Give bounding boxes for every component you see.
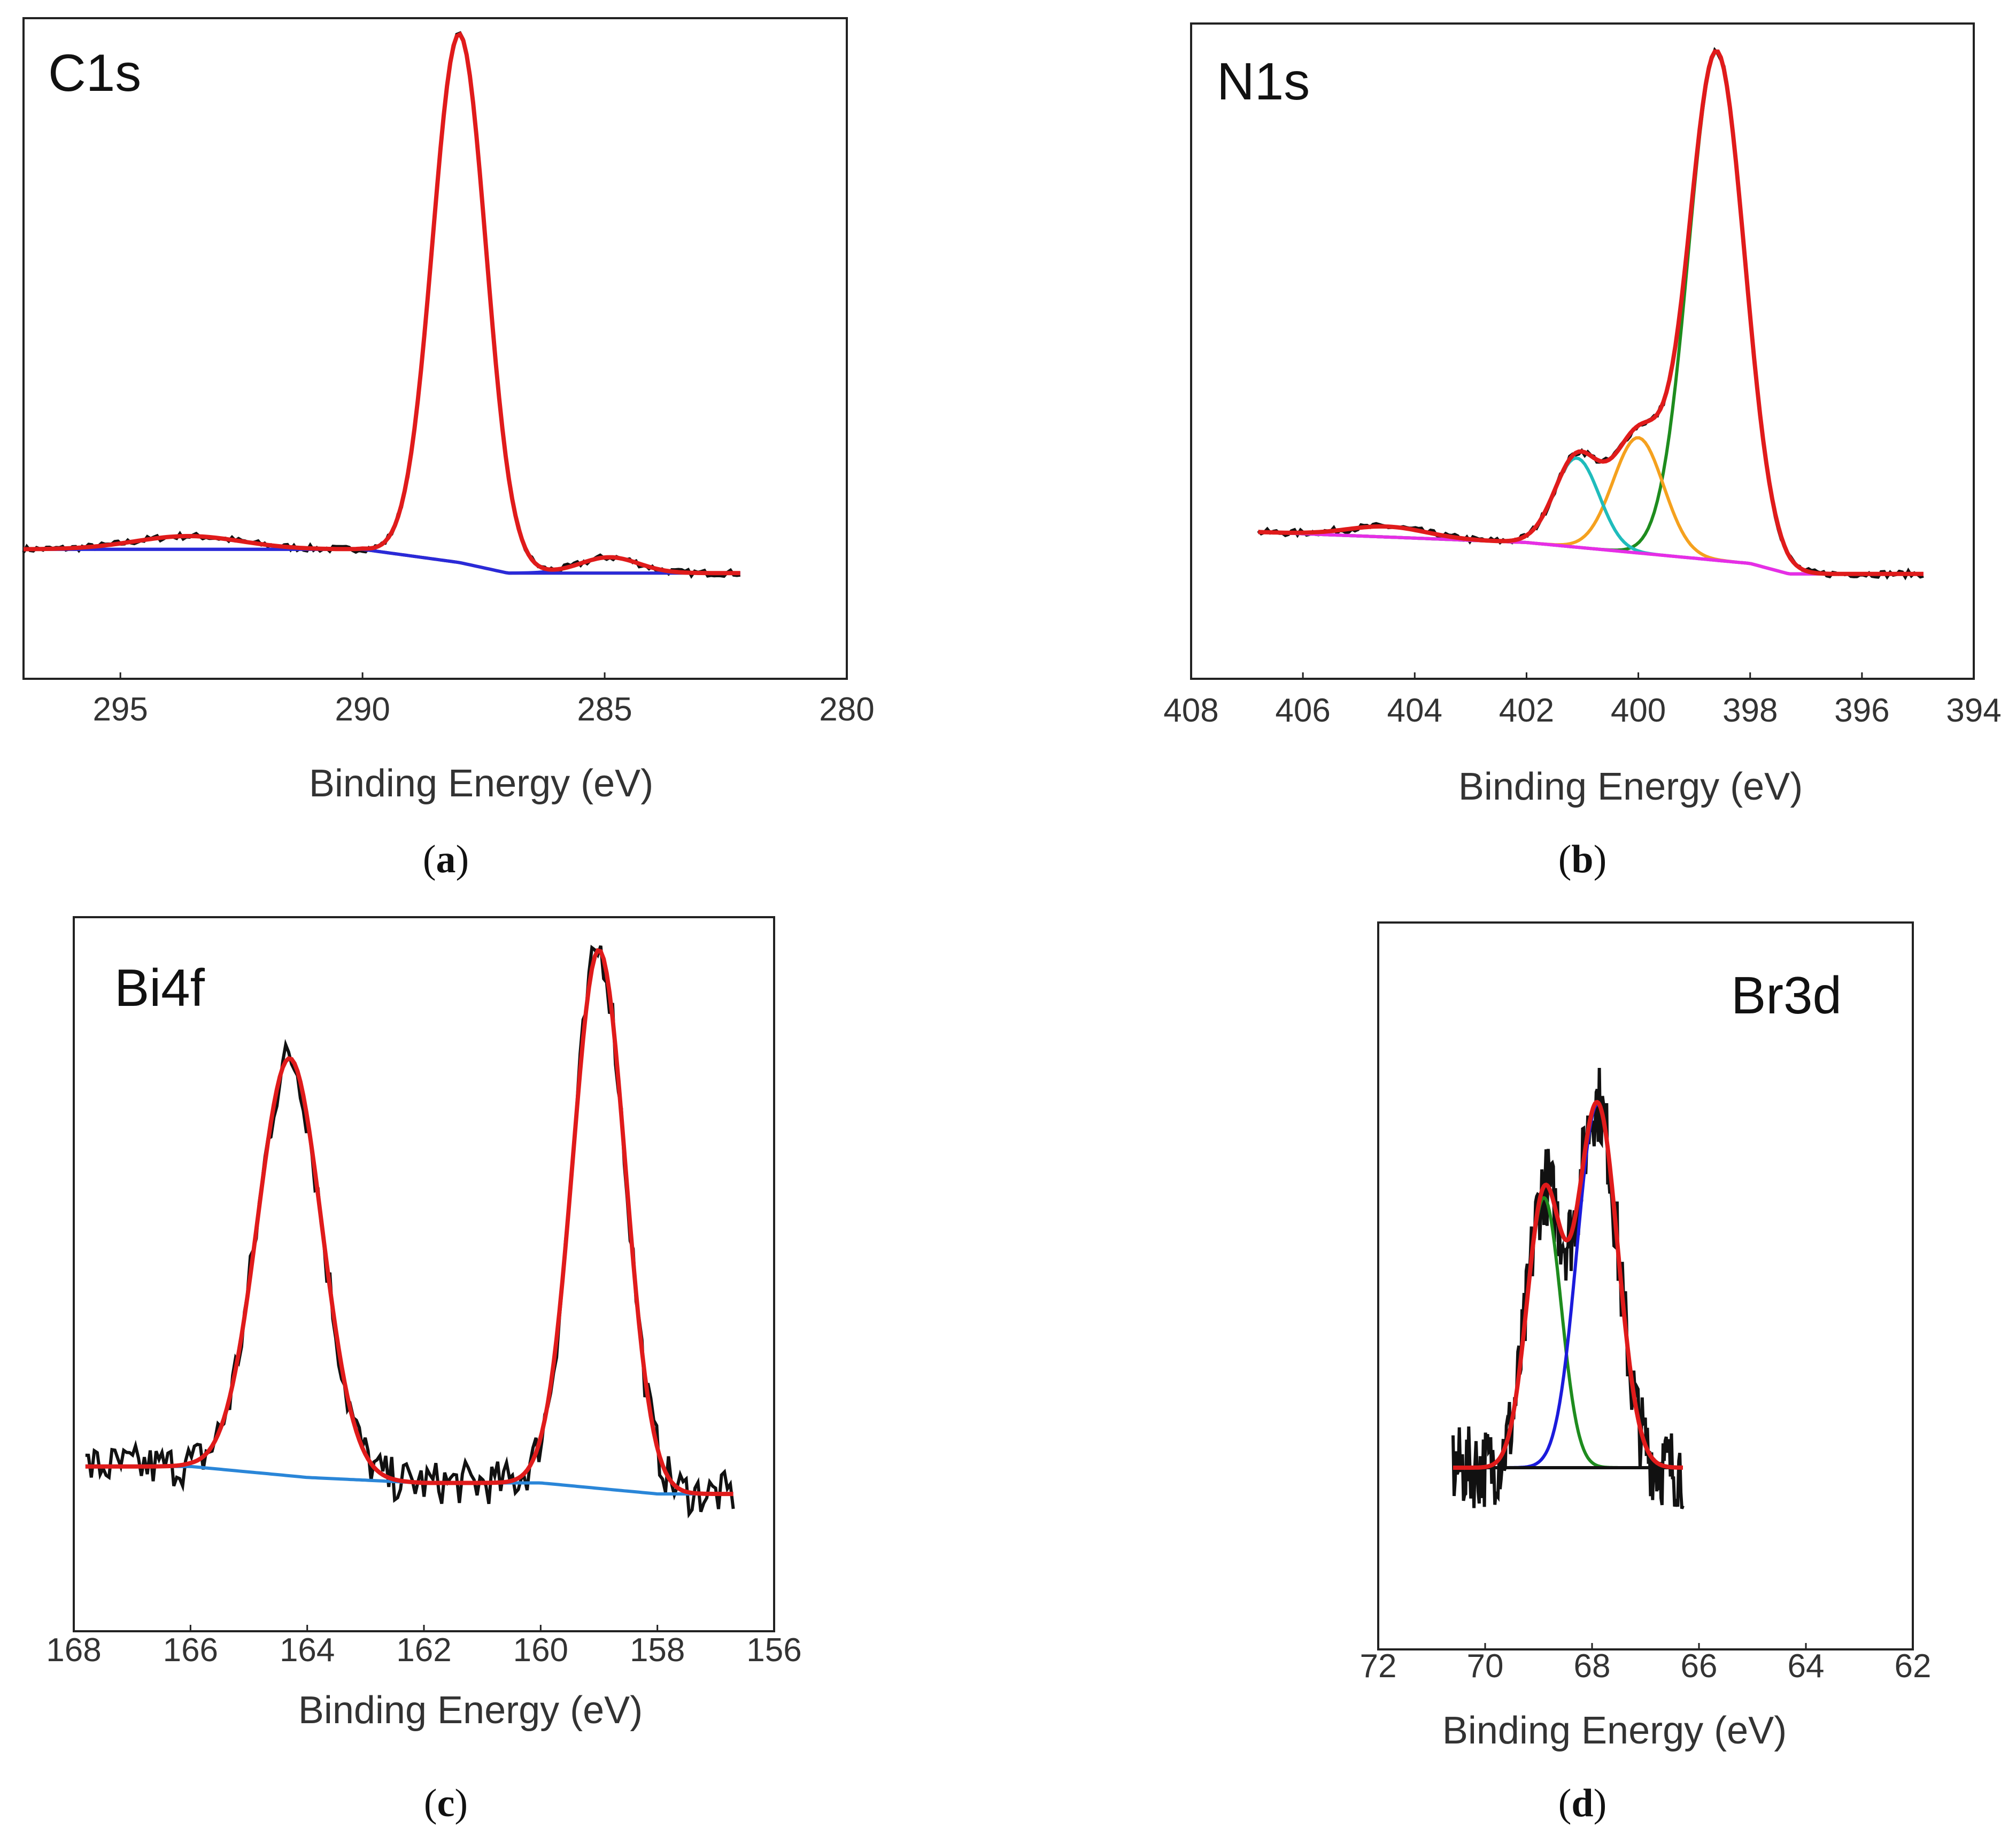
- x-tick-label: 158: [630, 1632, 685, 1669]
- x-axis-label: Binding Energy (eV): [1442, 1709, 1787, 1752]
- x-tick-labels: 408 406 404 402 400 398 396 394: [1163, 672, 2002, 729]
- component-line: [1453, 1102, 1683, 1469]
- panel-caption: (c): [424, 1781, 468, 1825]
- envelope-fit-line: [85, 948, 733, 1497]
- background-line: [1258, 530, 1924, 576]
- x-tick-label: 408: [1163, 692, 1218, 729]
- panel-caption: (d): [1558, 1781, 1606, 1825]
- x-tick-label: 280: [819, 691, 874, 728]
- panel-title: C1s: [48, 43, 141, 102]
- x-axis-label: Binding Energy (eV): [298, 1689, 643, 1732]
- plot-frame: [22, 17, 848, 680]
- x-tick-label: 64: [1788, 1648, 1825, 1685]
- panel-caption: (b): [1558, 838, 1606, 881]
- x-tick-label: 164: [280, 1632, 335, 1669]
- x-tick-label: 66: [1681, 1648, 1718, 1685]
- series-group: [22, 31, 741, 579]
- x-tick-label: 72: [1360, 1648, 1397, 1685]
- x-tick-label: 62: [1895, 1648, 1932, 1685]
- x-tick-label: 394: [1946, 692, 2001, 729]
- x-tick-label: 406: [1275, 692, 1330, 729]
- x-tick-label: 295: [92, 691, 148, 728]
- x-axis-label: Binding Energy (eV): [309, 762, 653, 805]
- raw-data-line: [1257, 46, 1924, 580]
- x-tick-label: 166: [163, 1632, 218, 1669]
- panel-title: Br3d: [1731, 966, 1842, 1025]
- envelope-fit-line: [1453, 1099, 1683, 1470]
- envelope-fit-line: [1258, 49, 1924, 576]
- x-tick-label: 156: [746, 1632, 801, 1669]
- panel-title: N1s: [1217, 52, 1310, 111]
- component-line: [1258, 456, 1924, 576]
- x-tick-label: 162: [396, 1632, 451, 1669]
- panel-a-c1s: C1s 295 290 285 280 Binding Energy (eV) (a): [22, 17, 875, 881]
- plot-frame: [73, 916, 775, 1632]
- panel-c-bi4f: Bi4f 168 166 164 162 160 158 156 Binding Energ…: [46, 916, 802, 1825]
- background-line: [24, 547, 740, 575]
- x-tick-label: 400: [1611, 692, 1666, 729]
- plot-frame: [1377, 921, 1914, 1650]
- raw-data-line: [85, 944, 735, 1518]
- panel-title: Bi4f: [114, 958, 205, 1017]
- panel-caption: (a): [423, 838, 469, 881]
- x-tick-label: 398: [1723, 692, 1778, 729]
- raw-data-line: [22, 31, 741, 579]
- x-tick-label: 70: [1467, 1648, 1504, 1685]
- plot-frame: [1190, 22, 1975, 680]
- envelope-fit-line: [24, 31, 740, 576]
- x-axis-label: Binding Energy (eV): [1458, 765, 1803, 808]
- x-tick-labels: 72 70 68 66 64 62: [1360, 1643, 1932, 1685]
- x-tick-label: 396: [1834, 692, 1889, 729]
- raw-data-line: [1451, 1067, 1685, 1509]
- component-line: [1258, 525, 1924, 576]
- series-group: [1257, 46, 1924, 580]
- x-tick-label: 160: [513, 1632, 568, 1669]
- component-line: [1258, 50, 1924, 576]
- series-group: [85, 944, 735, 1518]
- series-group: [1451, 1067, 1685, 1509]
- x-tick-labels: 295 290 285 280: [92, 672, 875, 728]
- x-tick-label: 404: [1387, 692, 1442, 729]
- panel-d-br3d: Br3d 72 70 68 66 64 62 Binding Energy (eV) (d…: [1360, 921, 1932, 1825]
- x-tick-labels: 168 166 164 162 160 158 156: [46, 1625, 802, 1669]
- panel-b-n1s: N1s 408 406 404 402 400 398 396 394 Binding Ene…: [1163, 22, 2002, 881]
- x-tick-label: 290: [335, 691, 390, 728]
- x-tick-label: 402: [1499, 692, 1554, 729]
- x-tick-label: 168: [46, 1632, 101, 1669]
- x-tick-label: 68: [1574, 1648, 1611, 1685]
- x-tick-label: 285: [577, 691, 632, 728]
